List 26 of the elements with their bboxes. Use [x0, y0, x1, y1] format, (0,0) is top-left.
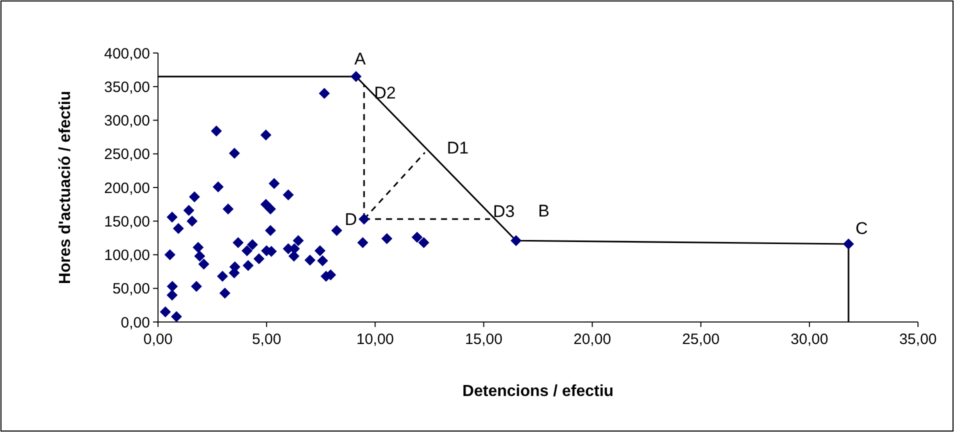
x-tick-label: 20,00	[574, 331, 612, 348]
y-tick-label: 100,00	[104, 247, 150, 264]
x-tick-label: 30,00	[790, 331, 828, 348]
annotation: D1	[446, 138, 469, 158]
annotation: D	[344, 210, 358, 230]
x-tick-label: 5,00	[252, 331, 282, 348]
y-tick-label: 50,00	[112, 280, 150, 298]
annotation: B	[538, 202, 550, 221]
annotation: D3	[493, 202, 515, 222]
y-tick-label: 150,00	[104, 213, 150, 230]
x-tick-label: 0,00	[143, 331, 173, 348]
x-tick-label: 35,00	[899, 331, 937, 348]
annotation: D2	[374, 84, 396, 103]
x-tick-label: 25,00	[682, 331, 720, 348]
x-tick-label: 10,00	[356, 331, 394, 348]
annotation: A	[354, 49, 366, 68]
y-tick-label: 400,00	[104, 45, 150, 62]
y-tick-label: 350,00	[104, 78, 150, 96]
y-tick-label: 200,00	[104, 180, 150, 197]
x-axis-title: Detencions / efectiu	[462, 383, 614, 400]
y-axis-title: Hores d'actuació / efectiu	[57, 90, 74, 284]
y-tick-label: 300,00	[104, 112, 150, 130]
y-tick-label: 250,00	[104, 146, 150, 164]
annotation: C	[856, 218, 868, 238]
x-tick-label: 15,00	[464, 331, 502, 348]
y-tick-label: 0,00	[120, 314, 150, 332]
